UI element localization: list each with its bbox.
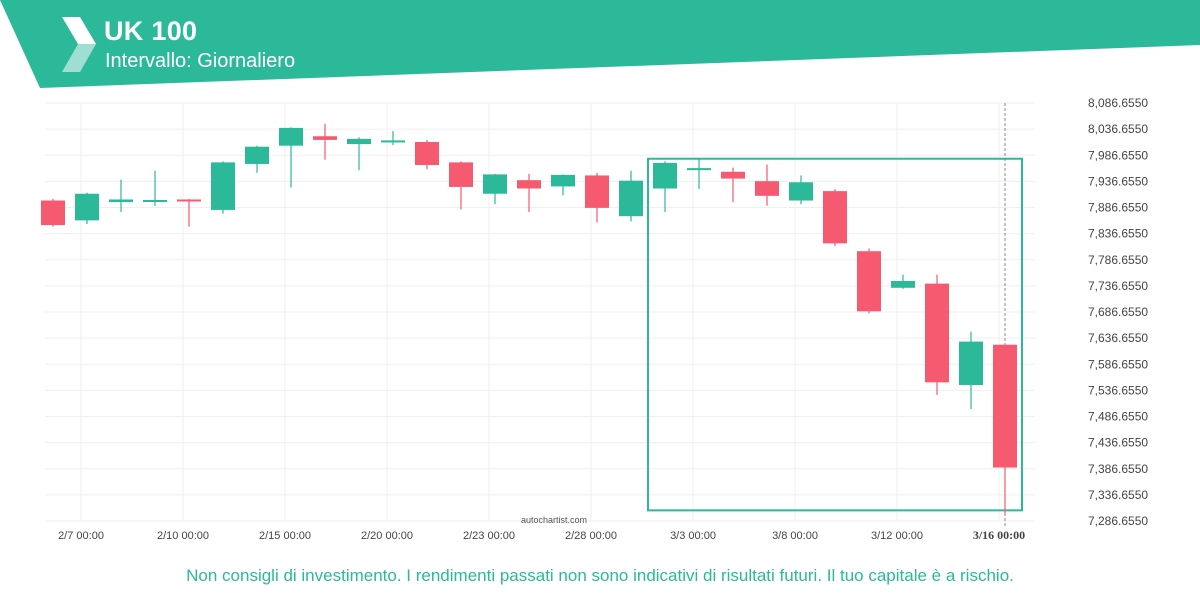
candle-body — [483, 174, 507, 194]
candle-body — [993, 344, 1017, 468]
y-tick-label: 7,886.6550 — [1088, 201, 1148, 215]
pattern-highlight-box — [647, 157, 1023, 512]
y-tick-label: 7,536.6550 — [1088, 383, 1148, 397]
candle-body — [653, 162, 677, 189]
candle-body — [823, 191, 847, 244]
candle-body — [143, 200, 167, 203]
instrument-title: UK 100 — [104, 16, 198, 46]
candle-body — [109, 199, 133, 203]
candle-body — [585, 175, 609, 208]
candle-body — [755, 181, 779, 196]
candle-body — [381, 140, 405, 143]
candle-body — [687, 168, 711, 171]
x-tick-label: 3/8 00:00 — [772, 530, 818, 542]
candlestick-chart: 8,086.6550 8,036.6550 7,986.6550 7,936.6550… — [41, 96, 1148, 542]
banner-background — [0, 0, 1200, 88]
candle-body — [925, 283, 949, 383]
x-axis: 2/7 00:00 2/10 00:00 2/15 00:00 2/20 00:00 2… — [58, 528, 1025, 542]
y-tick-label: 7,836.6550 — [1088, 227, 1148, 241]
candle-body — [245, 146, 269, 164]
x-tick-label: 2/15 00:00 — [259, 530, 311, 542]
y-tick-label: 7,736.6550 — [1088, 279, 1148, 293]
y-tick-label: 7,686.6550 — [1088, 305, 1148, 319]
x-tick-label: 2/7 00:00 — [58, 530, 104, 542]
candle-body — [279, 127, 303, 146]
y-tick-label: 7,786.6550 — [1088, 253, 1148, 267]
y-axis: 8,086.6550 8,036.6550 7,986.6550 7,936.6550… — [1088, 96, 1148, 528]
candle-body — [721, 171, 745, 179]
interval-label: Intervallo: Giornaliero — [105, 50, 296, 72]
x-tick-label: 2/28 00:00 — [565, 530, 617, 542]
candle-body — [619, 180, 643, 217]
candle-body — [347, 138, 371, 145]
y-tick-label: 8,086.6550 — [1088, 96, 1148, 110]
y-tick-label: 7,436.6550 — [1088, 436, 1148, 450]
watermark: autochartist.com — [521, 515, 587, 525]
y-tick-label: 7,486.6550 — [1088, 410, 1148, 424]
candle-body — [857, 251, 881, 312]
candle-body — [41, 200, 65, 226]
disclaimer-text: Non consigli di investimento. I rendimen… — [186, 566, 1014, 585]
candles-layer — [41, 123, 1017, 515]
candle-body — [517, 180, 541, 189]
y-tick-label: 7,336.6550 — [1088, 488, 1148, 502]
candle-body — [789, 182, 813, 201]
y-tick-label: 8,036.6550 — [1088, 122, 1148, 136]
candle-body — [177, 199, 201, 202]
header-banner: UK 100 Intervallo: Giornaliero — [0, 0, 1200, 90]
candle-body — [415, 142, 439, 165]
candle-body — [449, 162, 473, 187]
y-tick-label: 7,936.6550 — [1088, 174, 1148, 188]
x-tick-label: 3/3 00:00 — [670, 530, 716, 542]
candle-body — [75, 193, 99, 221]
y-tick-label: 7,286.6550 — [1088, 514, 1148, 528]
x-tick-label: 2/23 00:00 — [463, 530, 515, 542]
x-tick-label: 3/12 00:00 — [871, 530, 923, 542]
x-tick-label: 3/16 00:00 — [973, 528, 1025, 542]
candle-body — [959, 341, 983, 385]
y-tick-label: 7,586.6550 — [1088, 357, 1148, 371]
pattern-box-layer — [647, 103, 1023, 526]
y-tick-label: 7,636.6550 — [1088, 331, 1148, 345]
x-tick-label: 2/10 00:00 — [157, 530, 209, 542]
x-tick-label: 2/20 00:00 — [361, 530, 413, 542]
brand-logo-icon — [62, 17, 96, 72]
chart-grid — [45, 102, 1035, 522]
candle-body — [313, 136, 337, 140]
candle-body — [891, 280, 915, 288]
candle-body — [211, 162, 235, 210]
candle-body — [551, 174, 575, 187]
y-tick-label: 7,386.6550 — [1088, 462, 1148, 476]
y-tick-label: 7,986.6550 — [1088, 148, 1148, 162]
